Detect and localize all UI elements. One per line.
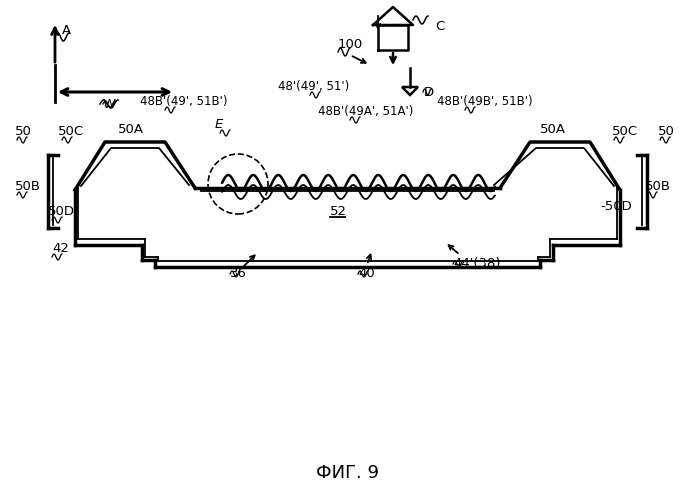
Text: 48B'(49', 51B'): 48B'(49', 51B'): [140, 95, 227, 108]
Text: 50C: 50C: [612, 125, 638, 138]
Text: 50B: 50B: [645, 180, 671, 193]
Text: 50: 50: [658, 125, 675, 138]
Text: E: E: [215, 118, 223, 131]
Text: 48B'(49B', 51B'): 48B'(49B', 51B'): [437, 95, 532, 108]
Text: 50D: 50D: [48, 205, 75, 218]
Text: C: C: [435, 20, 444, 34]
Text: 48B'(49A', 51A'): 48B'(49A', 51A'): [318, 105, 414, 118]
Text: 50C: 50C: [58, 125, 84, 138]
Text: 52: 52: [330, 205, 347, 218]
Text: 100: 100: [338, 38, 363, 52]
Text: 50A: 50A: [118, 123, 144, 136]
Text: ФИГ. 9: ФИГ. 9: [316, 464, 379, 482]
Text: 50B: 50B: [15, 180, 41, 193]
Text: -50D: -50D: [600, 200, 632, 213]
Text: A: A: [62, 24, 71, 36]
Text: 40: 40: [358, 267, 375, 280]
Text: 44'(38): 44'(38): [453, 257, 500, 270]
Text: 42: 42: [52, 242, 69, 255]
Text: W: W: [103, 98, 116, 111]
Text: 36: 36: [230, 267, 247, 280]
Text: 50A: 50A: [540, 123, 566, 136]
Text: 48'(49', 51'): 48'(49', 51'): [278, 80, 350, 93]
Text: D: D: [424, 86, 434, 98]
Text: 50: 50: [15, 125, 32, 138]
Polygon shape: [402, 87, 418, 95]
